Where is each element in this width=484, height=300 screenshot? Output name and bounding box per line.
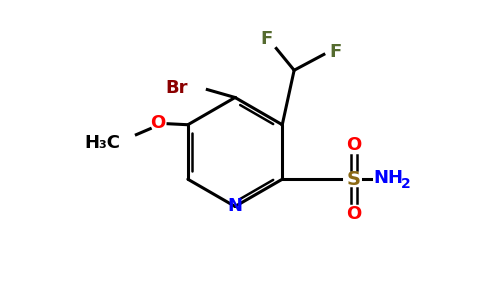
Text: N: N	[227, 197, 242, 215]
Text: H₃C: H₃C	[85, 134, 121, 152]
Text: S: S	[347, 170, 361, 189]
Text: 2: 2	[401, 177, 411, 191]
Text: F: F	[330, 44, 342, 62]
Text: O: O	[346, 205, 361, 223]
Text: Br: Br	[165, 79, 187, 97]
Text: F: F	[260, 29, 272, 47]
Text: NH: NH	[373, 169, 403, 187]
Text: O: O	[346, 136, 361, 154]
Text: O: O	[151, 114, 166, 132]
